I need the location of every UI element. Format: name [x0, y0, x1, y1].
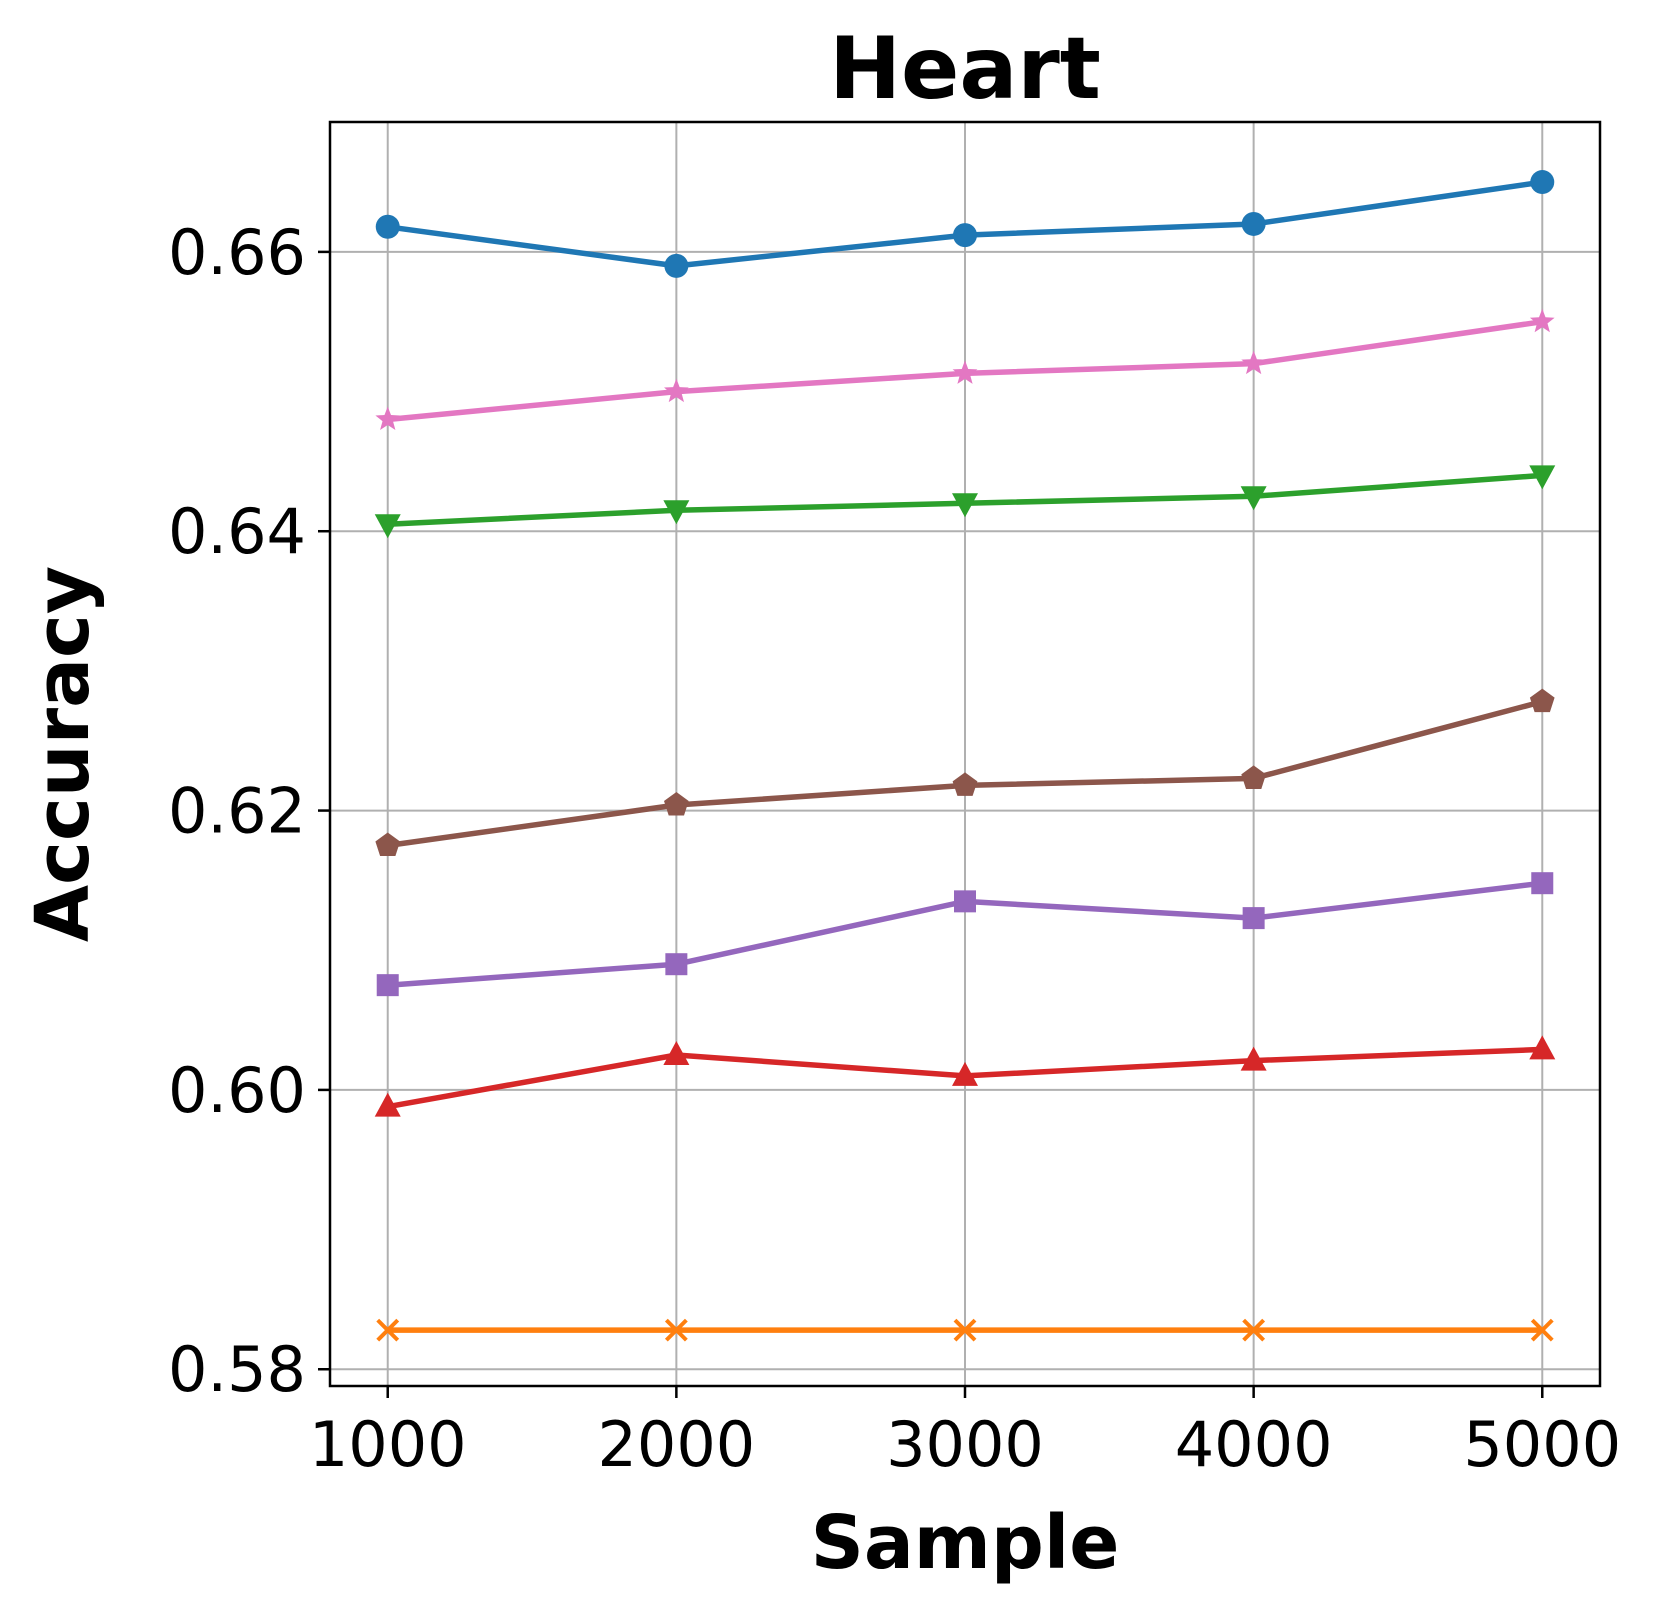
- series-blue-point: [375, 214, 400, 239]
- series-brown-point: [1241, 765, 1266, 789]
- series-red-point: [663, 1040, 690, 1065]
- series-pink-point: [1241, 350, 1266, 375]
- series-orange-point: [953, 1318, 977, 1342]
- series-green: [374, 465, 1556, 539]
- series-blue-point: [1530, 170, 1555, 195]
- series-orange-point: [664, 1318, 688, 1342]
- x-axis-label: Sample: [811, 1500, 1120, 1586]
- series-brown-point: [952, 772, 978, 796]
- series-pink-point: [952, 360, 978, 384]
- y-tick-label: 0.60: [168, 1054, 306, 1127]
- series-group: [374, 170, 1556, 1342]
- series-green-point: [663, 500, 690, 525]
- x-tick-label: 2000: [597, 1408, 755, 1481]
- y-tick-label: 0.64: [168, 495, 306, 568]
- series-red-point: [374, 1092, 401, 1117]
- series-red-point: [1529, 1035, 1556, 1060]
- series-pink-point: [375, 406, 401, 430]
- axis-ticks: 1000 2000 3000 4000 5000 0.58 0.60 0.62 0.64 0.66: [168, 216, 1621, 1481]
- series-green-point: [1240, 486, 1267, 511]
- x-tick-label: 3000: [886, 1408, 1044, 1481]
- series-brown-point: [664, 792, 689, 816]
- y-tick-label: 0.58: [168, 1333, 306, 1406]
- series-red: [374, 1035, 1556, 1117]
- grid: [330, 122, 1600, 1386]
- y-tick-label: 0.62: [168, 775, 306, 848]
- series-purple: [376, 872, 1554, 997]
- series-brown-point: [375, 832, 401, 856]
- series-blue-point: [664, 253, 689, 278]
- y-axis-label: Accuracy: [20, 566, 106, 942]
- series-purple-point: [954, 890, 976, 913]
- series-green-point: [952, 493, 978, 518]
- series-pink-point: [1529, 308, 1555, 333]
- series-green-point: [374, 514, 401, 539]
- series-pink: [375, 308, 1555, 430]
- series-orange-point: [1530, 1318, 1554, 1342]
- series-green-point: [1529, 465, 1556, 490]
- series-brown-point: [1529, 688, 1555, 713]
- series-pink-point: [664, 378, 689, 403]
- chart-title: Heart: [829, 19, 1101, 119]
- series-brown: [375, 688, 1555, 856]
- series-purple-point: [665, 953, 688, 976]
- series-purple-point: [1531, 872, 1554, 895]
- series-orange: [376, 1318, 1554, 1342]
- series-orange-point: [1242, 1318, 1266, 1342]
- x-tick-label: 5000: [1463, 1408, 1621, 1481]
- y-tick-label: 0.66: [168, 216, 306, 289]
- series-purple-point: [1242, 907, 1265, 930]
- series-orange-point: [376, 1318, 400, 1342]
- x-tick-label: 4000: [1175, 1408, 1333, 1481]
- series-red-point: [952, 1061, 978, 1086]
- series-blue-point: [953, 223, 977, 248]
- series-blue-point: [1241, 211, 1266, 236]
- series-purple-point: [376, 974, 399, 997]
- series-red-point: [1240, 1046, 1267, 1071]
- x-tick-label: 1000: [309, 1408, 467, 1481]
- series-blue: [375, 170, 1555, 278]
